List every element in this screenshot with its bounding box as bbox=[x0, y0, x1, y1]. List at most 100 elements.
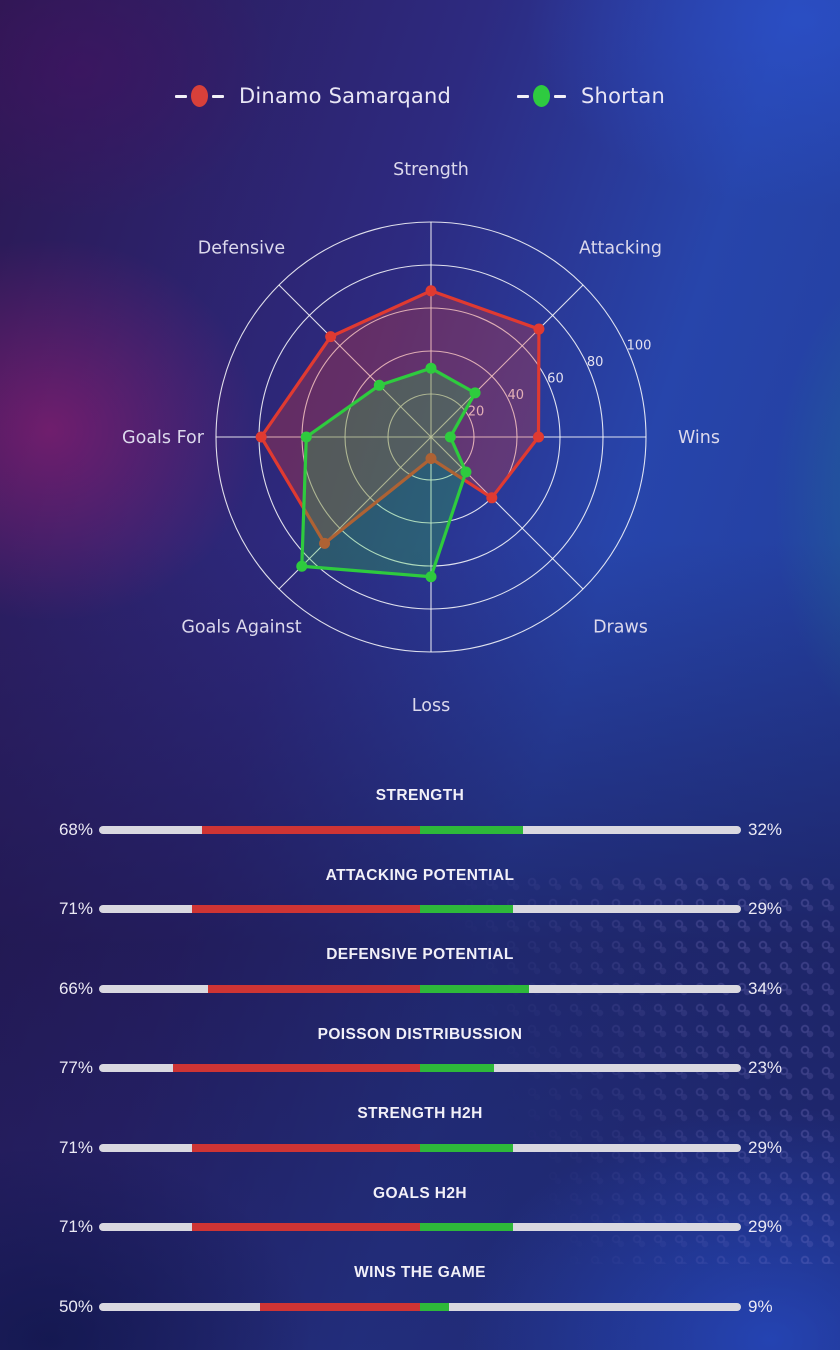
stat-title: STRENGTH H2H bbox=[357, 1105, 483, 1122]
radar-axis-label: Goals Against bbox=[181, 618, 301, 638]
stat-home-value: 71% bbox=[58, 1137, 93, 1157]
stat-away-value: 23% bbox=[748, 1058, 783, 1077]
home-team-marker-icon bbox=[191, 85, 209, 107]
legend-line-icon bbox=[212, 94, 225, 98]
stat-bar-away-segment bbox=[420, 1064, 494, 1072]
stat-section: STRENGTH 68% 32% bbox=[0, 786, 840, 866]
stat-home-value: 66% bbox=[58, 978, 93, 998]
radar-point bbox=[425, 285, 437, 297]
stat-section: DEFENSIVE POTENTIAL 66% 34% bbox=[0, 945, 840, 1025]
stat-home-value: 77% bbox=[58, 1058, 93, 1077]
stats-comparison-section: STRENGTH 68% 32% ATTACKING POTENTIAL 71%… bbox=[0, 786, 840, 1343]
stat-home-value: 68% bbox=[58, 819, 93, 839]
stat-bar-home-segment bbox=[201, 825, 420, 834]
legend-item-home-team: Dinamo Samarqand bbox=[175, 84, 451, 108]
stat-section: ATTACKING POTENTIAL 71% 29% bbox=[0, 866, 840, 946]
legend-item-away-team: Shortan bbox=[517, 84, 665, 108]
stat-away-value: 29% bbox=[748, 1217, 783, 1236]
stat-away-value: 34% bbox=[748, 978, 783, 998]
stat-bar-track bbox=[99, 1064, 741, 1072]
stat-home-value: 71% bbox=[58, 1217, 93, 1236]
radar-axis-line bbox=[278, 284, 432, 438]
radar-point bbox=[325, 331, 337, 343]
stat-title: GOALS H2H bbox=[372, 1184, 468, 1202]
stat-bar-away-segment bbox=[420, 1302, 449, 1311]
radar-point bbox=[373, 379, 385, 391]
radar-point bbox=[319, 537, 331, 549]
stat-bar-row: 77% 23% bbox=[0, 1058, 840, 1077]
stat-bar-home-segment bbox=[172, 1064, 420, 1072]
stat-bar-home-segment bbox=[259, 1302, 420, 1311]
stat-bar-track bbox=[99, 1143, 741, 1152]
radar-point bbox=[486, 492, 498, 504]
legend-line-icon bbox=[175, 94, 188, 98]
away-team-marker-icon bbox=[533, 85, 551, 107]
radar-axis-line bbox=[430, 436, 584, 590]
radar-axis-line bbox=[430, 284, 584, 438]
radar-point bbox=[469, 387, 481, 399]
radar-point bbox=[255, 431, 267, 443]
radar-chart: Strength Attacking Wins Draws Loss Goals Agai… bbox=[122, 160, 720, 716]
radar-axis-label: Loss bbox=[412, 696, 450, 716]
stat-bar-away-segment bbox=[420, 1223, 514, 1231]
radar-point bbox=[533, 431, 544, 443]
stat-bar-home-segment bbox=[192, 1223, 420, 1231]
stat-bar-row: 50% 9% bbox=[0, 1296, 840, 1316]
radar-axis-label: Attacking bbox=[579, 238, 662, 258]
radar-point bbox=[425, 362, 437, 374]
stat-bar-track bbox=[99, 1223, 741, 1231]
radar-axis-label: Strength bbox=[393, 160, 469, 180]
radar-tick-label: 60 bbox=[547, 372, 564, 387]
stat-bar-row: 71% 29% bbox=[0, 1217, 840, 1236]
stat-bar-away-segment bbox=[420, 1143, 514, 1152]
stat-bar-home-segment bbox=[192, 1143, 420, 1152]
stat-section: WINS THE GAME 50% 9% bbox=[0, 1263, 840, 1343]
legend-line-icon bbox=[554, 94, 567, 98]
stat-bar-row: 71% 29% bbox=[0, 1137, 840, 1157]
stat-bar-track bbox=[99, 905, 741, 913]
radar-tick-label: 80 bbox=[587, 355, 604, 370]
stat-section: GOALS H2H 71% 29% bbox=[0, 1184, 840, 1264]
stat-bar-track bbox=[99, 984, 741, 993]
stat-section: POISSON DISTRIBUSSION 77% 23% bbox=[0, 1025, 840, 1105]
stat-title: POISSON DISTRIBUSSION bbox=[317, 1025, 523, 1043]
radar-point bbox=[444, 431, 456, 443]
radar-point bbox=[533, 323, 545, 335]
radar-tick-label: 100 bbox=[627, 339, 652, 354]
stat-title: STRENGTH bbox=[375, 787, 465, 804]
legend-line-icon bbox=[517, 94, 530, 98]
home-team-name: Dinamo Samarqand bbox=[239, 84, 452, 108]
stat-home-value: 50% bbox=[58, 1296, 93, 1316]
radar-axis-label: Goals For bbox=[122, 428, 205, 448]
stat-bar-away-segment bbox=[420, 984, 530, 993]
stat-home-value: 71% bbox=[58, 899, 93, 918]
radar-axis-label: Wins bbox=[678, 428, 720, 448]
stat-away-value: 29% bbox=[748, 1137, 783, 1157]
stat-section: STRENGTH H2H 71% 29% bbox=[0, 1104, 840, 1184]
stat-bar-away-segment bbox=[420, 905, 514, 913]
radar-point bbox=[296, 560, 308, 572]
stat-away-value: 32% bbox=[748, 819, 783, 839]
radar-tick-label: 20 bbox=[468, 405, 485, 420]
stat-bar-home-segment bbox=[192, 905, 420, 913]
stat-title: DEFENSIVE POTENTIAL bbox=[326, 946, 514, 963]
radar-axis-label: Defensive bbox=[198, 238, 285, 258]
stat-away-value: 29% bbox=[748, 899, 783, 918]
stat-bar-track bbox=[99, 825, 741, 834]
stat-bar-home-segment bbox=[208, 984, 420, 993]
stat-title: WINS THE GAME bbox=[354, 1264, 486, 1281]
radar-point bbox=[300, 431, 312, 443]
stat-away-value: 9% bbox=[748, 1296, 773, 1316]
stat-bar-row: 71% 29% bbox=[0, 899, 840, 918]
radar-point bbox=[425, 571, 437, 583]
stat-bar-track bbox=[99, 1302, 741, 1311]
radar-point bbox=[425, 453, 437, 464]
chart-legend: Dinamo Samarqand Shortan bbox=[0, 84, 840, 108]
radar-point bbox=[460, 466, 472, 478]
radar-tick-label: 40 bbox=[507, 388, 524, 403]
radar-axis-label: Draws bbox=[593, 618, 648, 638]
stat-title: ATTACKING POTENTIAL bbox=[325, 866, 515, 884]
stat-bar-row: 66% 34% bbox=[0, 978, 840, 998]
away-team-name: Shortan bbox=[581, 84, 665, 108]
stat-bar-row: 68% 32% bbox=[0, 819, 840, 839]
